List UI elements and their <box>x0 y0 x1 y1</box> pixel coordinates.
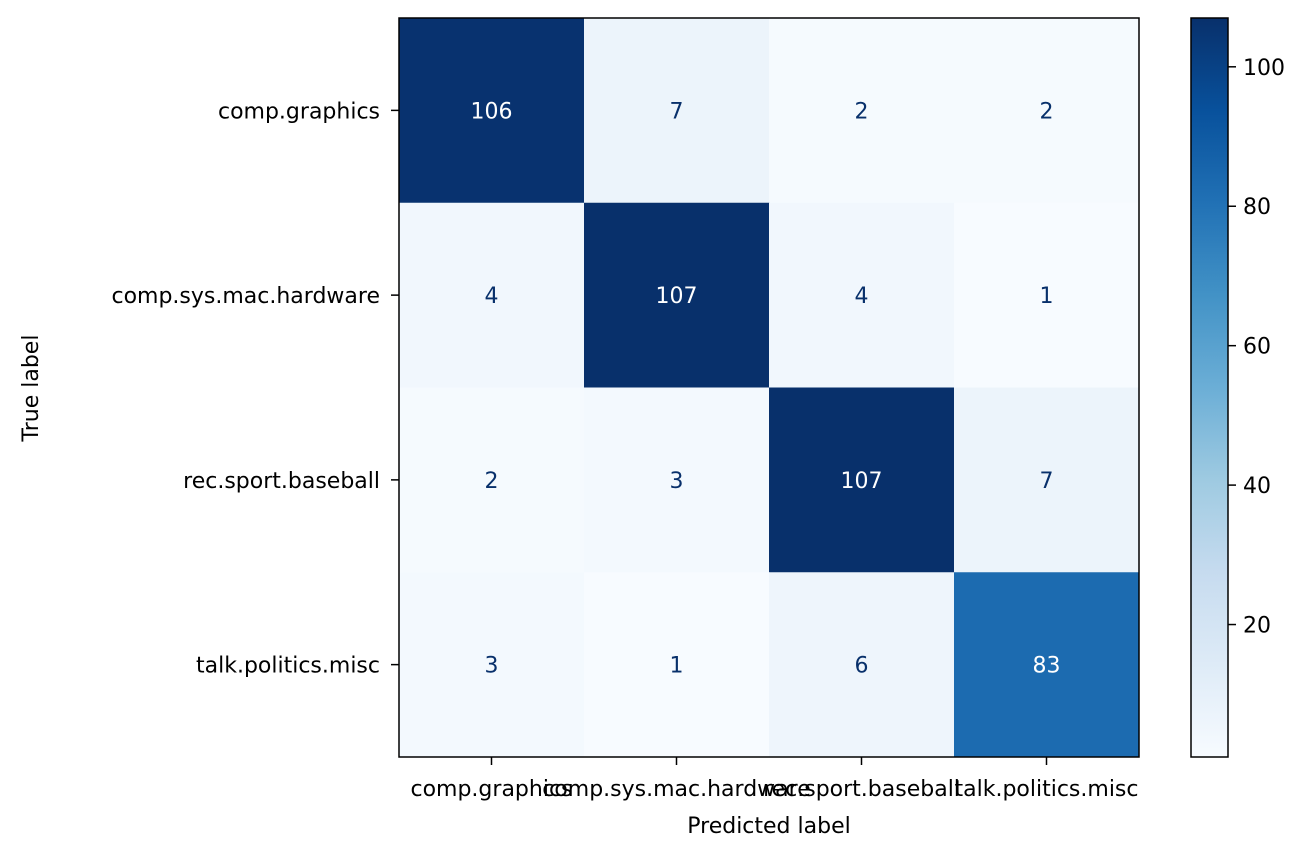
x-tick-label: comp.sys.mac.hardware <box>542 777 811 802</box>
cell-value-label: 3 <box>485 654 499 679</box>
cell-value-label: 2 <box>855 99 869 124</box>
heatmap-cell <box>584 572 770 758</box>
heatmap-cell <box>769 202 955 388</box>
plot-frame <box>398 17 1140 758</box>
heatmap-cell <box>584 18 770 204</box>
heatmap-cells <box>399 18 1140 758</box>
y-axis-ticks: comp.graphics comp.sys.mac.hardware rec.sp… <box>111 99 399 679</box>
heatmap-cell <box>769 18 955 204</box>
cell-value-label: 4 <box>855 284 869 309</box>
y-tick-label: comp.sys.mac.hardware <box>111 284 380 309</box>
cell-value-label: 106 <box>471 99 513 124</box>
x-tick-label: rec.sport.baseball <box>763 777 960 802</box>
heatmap-cell <box>399 387 585 573</box>
cell-value-label: 2 <box>485 469 499 494</box>
heatmap-cell <box>954 572 1140 758</box>
colorbar <box>1190 17 1229 758</box>
cell-value-label: 107 <box>841 469 883 494</box>
heatmap-cell <box>769 572 955 758</box>
y-tick-label: talk.politics.misc <box>196 654 380 679</box>
heatmap-cell <box>399 202 585 388</box>
y-axis-label: True label <box>19 335 44 443</box>
colorbar-tick-label: 40 <box>1243 474 1271 499</box>
cell-value-label: 6 <box>855 654 869 679</box>
x-tick-label: talk.politics.misc <box>955 777 1139 802</box>
cell-value-label: 83 <box>1033 654 1061 679</box>
colorbar-ticks: 20 40 60 80 100 <box>1228 56 1285 639</box>
cell-value-label: 4 <box>485 284 499 309</box>
cell-value-label: 1 <box>1040 284 1054 309</box>
cell-value-label: 7 <box>670 99 684 124</box>
heatmap-cell-labels: 106 7 2 2 4 107 4 1 2 3 107 7 3 1 6 83 <box>471 99 1061 678</box>
heatmap-cell <box>769 387 955 573</box>
heatmap-cell <box>584 387 770 573</box>
heatmap-cell <box>399 572 585 758</box>
heatmap-cell <box>954 18 1140 204</box>
colorbar-tick-label: 100 <box>1243 56 1285 81</box>
heatmap-cell <box>584 202 770 388</box>
cell-value-label: 7 <box>1040 469 1054 494</box>
heatmap-cell <box>954 202 1140 388</box>
colorbar-tick-label: 20 <box>1243 614 1271 639</box>
y-tick-label: comp.graphics <box>218 99 380 124</box>
heatmap-cell <box>954 387 1140 573</box>
x-axis-label: Predicted label <box>687 814 850 839</box>
colorbar-tick-label: 80 <box>1243 195 1271 220</box>
cell-value-label: 3 <box>670 469 684 494</box>
colorbar-tick-label: 60 <box>1243 335 1271 360</box>
x-tick-label: comp.graphics <box>410 777 572 802</box>
x-axis-ticks: comp.graphicscomp.sys.mac.hardwarerec.sp… <box>410 757 1139 802</box>
cell-value-label: 107 <box>656 284 698 309</box>
cell-value-label: 1 <box>670 654 684 679</box>
cell-value-label: 2 <box>1040 99 1054 124</box>
y-tick-label: rec.sport.baseball <box>183 469 380 494</box>
heatmap-cell <box>399 18 585 204</box>
